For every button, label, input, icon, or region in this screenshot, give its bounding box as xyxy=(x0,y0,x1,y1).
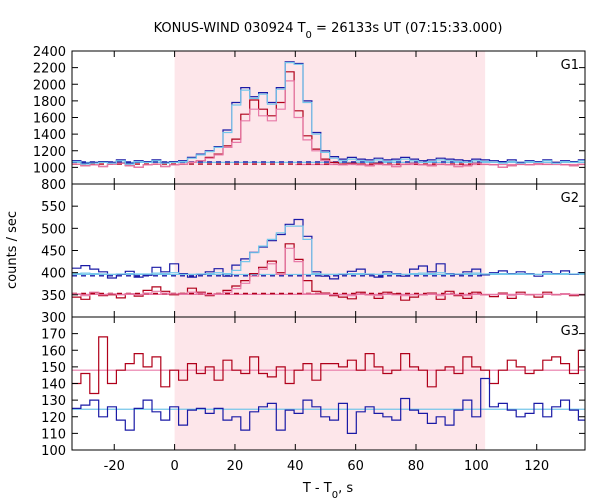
y-tick-label: 550 xyxy=(41,200,66,215)
y-tick-label: 1800 xyxy=(33,95,66,110)
y-tick-label: 2400 xyxy=(33,45,66,60)
x-tick-label: 120 xyxy=(524,459,549,474)
panels-group: 80010001200140016001800200022002400G1300… xyxy=(33,45,586,474)
blue-series xyxy=(72,218,585,280)
y-tick-label: 300 xyxy=(41,311,66,326)
y-tick-label: 140 xyxy=(41,378,66,393)
y-tick-label: 130 xyxy=(41,394,66,409)
y-tick-label: 500 xyxy=(41,222,66,237)
y-tick-label: 1200 xyxy=(33,145,66,160)
x-axis-title-subscript: 0 xyxy=(332,490,338,500)
y-tick-label: 100 xyxy=(41,444,66,459)
light-blue-series xyxy=(72,62,585,165)
chart-title-subscript: 0 xyxy=(306,30,312,41)
chart-title-rest: = 26133s UT (07:15:33.000) xyxy=(312,21,502,36)
x-axis-title-main: T - T xyxy=(302,481,332,496)
x-tick-label: 60 xyxy=(347,459,364,474)
light-blue-series xyxy=(72,225,585,275)
panel-label: G3 xyxy=(561,324,579,339)
y-tick-label: 170 xyxy=(41,328,66,343)
pink-series xyxy=(72,247,585,297)
y-axis-title: counts / sec xyxy=(5,211,20,289)
x-tick-label: 20 xyxy=(227,459,244,474)
y-tick-label: 450 xyxy=(41,245,66,260)
blue-series xyxy=(72,377,585,434)
red-series xyxy=(72,336,585,395)
x-axis-title-tail: , s xyxy=(338,481,353,496)
y-tick-label: 800 xyxy=(41,178,66,193)
chart-title: KONUS-WIND 030924 T0 = 26133s UT (07:15:… xyxy=(154,21,503,41)
y-tick-label: 1000 xyxy=(33,161,66,176)
y-tick-label: 1400 xyxy=(33,128,66,143)
x-tick-label: 100 xyxy=(464,459,489,474)
x-axis-title: T - T0, s xyxy=(302,481,353,500)
chart-title-main: KONUS-WIND 030924 T xyxy=(154,21,306,36)
y-tick-label: 2000 xyxy=(33,78,66,93)
shaded-interval xyxy=(174,184,486,317)
y-tick-label: 120 xyxy=(41,411,66,426)
shaded-interval xyxy=(174,317,486,450)
panel-label: G2 xyxy=(561,191,579,206)
panel-label: G1 xyxy=(561,58,579,73)
y-tick-label: 400 xyxy=(41,267,66,282)
x-tick-label: 80 xyxy=(408,459,425,474)
x-tick-label: 0 xyxy=(170,459,178,474)
x-tick-label: 40 xyxy=(287,459,304,474)
y-tick-label: 350 xyxy=(41,289,66,304)
panel-g2: 300 350 400 450 500 550 G2 xyxy=(41,183,586,326)
x-tick-label: -20 xyxy=(104,459,125,474)
y-tick-label: 160 xyxy=(41,344,66,359)
y-tick-label: 150 xyxy=(41,361,66,376)
y-tick-label: 1600 xyxy=(33,112,66,127)
y-tick-label: 110 xyxy=(41,427,66,442)
y-tick-label: 2200 xyxy=(33,62,66,77)
pink-series xyxy=(72,80,585,168)
